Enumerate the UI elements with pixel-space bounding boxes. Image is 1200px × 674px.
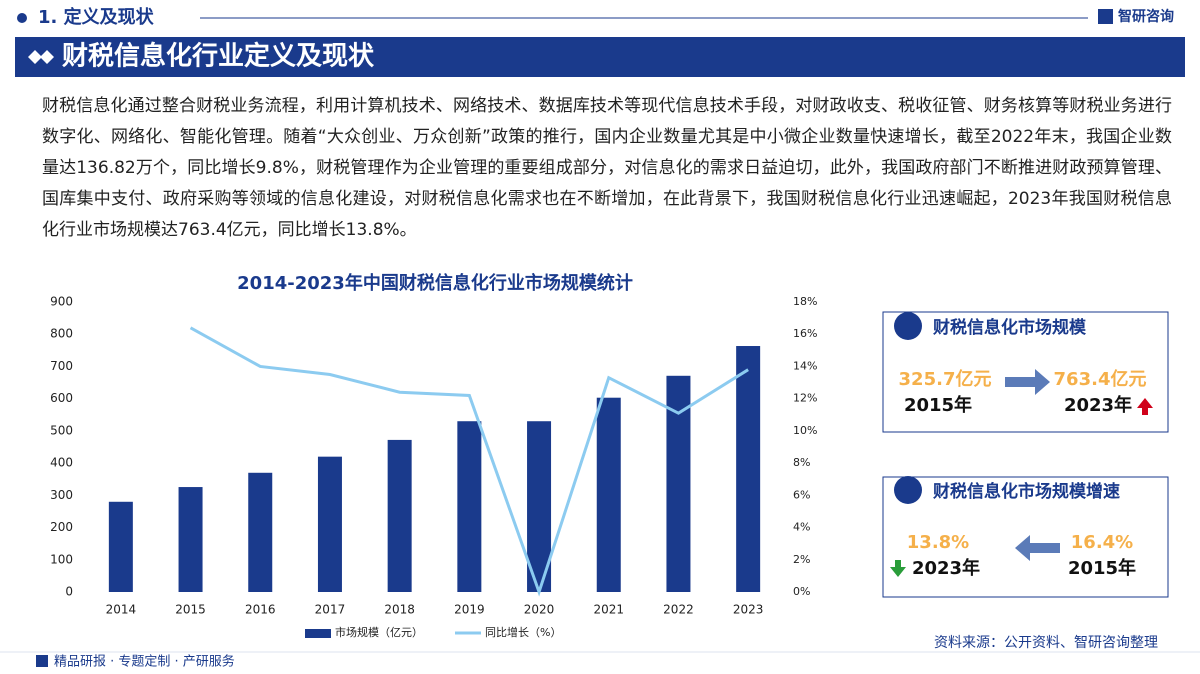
panel-year: 2015年 (904, 394, 972, 416)
x-tick-label: 2020 (524, 603, 555, 617)
y2-tick-label: 16% (793, 327, 817, 340)
y-tick-label: 200 (50, 520, 73, 534)
y-tick-label: 900 (50, 295, 73, 309)
arrow (1015, 535, 1060, 561)
y-tick-label: 600 (50, 391, 73, 405)
x-tick-label: 2017 (315, 603, 346, 617)
x-tick-label: 2015 (175, 603, 206, 617)
x-tick-label: 2022 (663, 603, 694, 617)
panel-year: 2015年 (1068, 557, 1136, 579)
source: 资料来源：公开资料、智研咨询整理 (934, 635, 1158, 651)
panel-frame (882, 476, 1169, 598)
panel-icon (894, 476, 922, 504)
y2-tick-label: 4% (793, 521, 810, 534)
y-tick-label: 500 (50, 423, 73, 437)
y-tick-label: 100 (50, 552, 73, 566)
panel-frame (882, 311, 1169, 433)
arrow (1005, 369, 1050, 395)
up-arrow (1137, 398, 1153, 415)
bar (108, 501, 133, 592)
x-tick-label: 2016 (245, 603, 276, 617)
y-tick-label: 300 (50, 488, 73, 502)
y2-tick-label: 6% (793, 488, 810, 501)
bar (596, 397, 621, 592)
panel-year: 2023年 (912, 557, 980, 579)
panel-year: 2023年 (1064, 394, 1132, 416)
legend-label: 市场规模（亿元） (335, 625, 423, 639)
section-title: 1. 定义及现状 (38, 6, 155, 28)
paragraph: 财税信息化通过整合财税业务流程，利用计算机技术、网络技术、数据库技术等现代信息技… (42, 96, 1172, 240)
x-tick-label: 2023 (733, 603, 764, 617)
bar (317, 456, 342, 592)
bar (387, 439, 412, 592)
x-tick-label: 2021 (593, 603, 624, 617)
bar (457, 421, 482, 592)
legend-label: 同比增长（%） (485, 625, 561, 639)
panel-value: 13.8% (907, 532, 969, 553)
y2-tick-label: 18% (793, 295, 817, 308)
panel-value: 325.7亿元 (899, 368, 992, 390)
y2-tick-label: 0% (793, 585, 810, 598)
panel: 财税信息化市场规模增速 13.8% 2023年 16.4% 2015年 (882, 476, 1169, 598)
footer-icon (36, 655, 48, 667)
banner (15, 37, 1185, 77)
panel-icon (894, 312, 922, 340)
chart-title: 2014-2023年中国财税信息化行业市场规模统计 (237, 272, 633, 294)
y2-tick-label: 12% (793, 392, 817, 405)
y-tick-label: 800 (50, 327, 73, 341)
legend-swatch (305, 629, 331, 638)
x-tick-label: 2014 (106, 603, 137, 617)
panel-title: 财税信息化市场规模增速 (932, 481, 1120, 502)
line (189, 326, 749, 597)
y-tick-label: 700 (50, 359, 73, 373)
y2-tick-label: 2% (793, 553, 810, 566)
y2-tick-label: 14% (793, 359, 817, 372)
bar (736, 346, 761, 592)
down-arrow (890, 560, 906, 577)
bar (178, 487, 203, 592)
slogan: 精品研报 · 专题定制 · 产研服务 (54, 654, 235, 670)
bullet (17, 13, 27, 23)
x-tick-label: 2019 (454, 603, 485, 617)
panel-value: 763.4亿元 (1054, 368, 1147, 390)
brand: 智研咨询 (1117, 8, 1174, 25)
y-tick-label: 400 (50, 456, 73, 470)
y2-tick-label: 8% (793, 456, 810, 469)
panel: 财税信息化市场规模 325.7亿元 2015年 763.4亿元 2023年 (882, 311, 1169, 433)
y-tick-label: 0 (65, 585, 73, 599)
bar (248, 472, 273, 592)
panel-value: 16.4% (1071, 532, 1133, 553)
x-tick-label: 2018 (384, 603, 415, 617)
y2-tick-label: 10% (793, 424, 817, 437)
brand-icon (1098, 9, 1113, 24)
banner-title: 财税信息化行业定义及现状 (62, 41, 375, 72)
panel-title: 财税信息化市场规模 (932, 317, 1087, 338)
banner-icon (28, 50, 54, 64)
